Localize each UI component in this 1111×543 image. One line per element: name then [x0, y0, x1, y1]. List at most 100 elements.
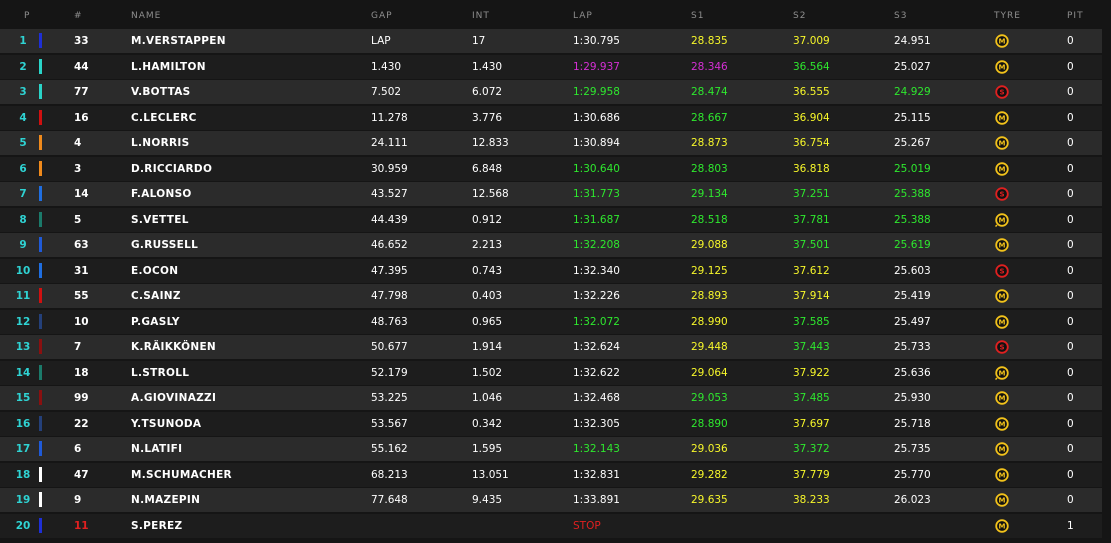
header-name: NAME: [131, 11, 162, 21]
driver-name-cell: L.NORRIS: [131, 137, 190, 149]
table-row[interactable]: 9 63 G.RUSSELL 46.652 2.213 1:32.208 29.088 37.…: [0, 233, 1102, 257]
medium-tyre-icon: M: [995, 416, 1009, 431]
table-row[interactable]: 7 14 F.ALONSO 43.527 12.568 1:31.773 29.134 37.…: [0, 182, 1102, 206]
table-row[interactable]: 20 11 S.PEREZ STOP M 1: [0, 513, 1102, 538]
sector2-cell: 37.779: [793, 468, 830, 481]
sector3-cell: 25.388: [894, 188, 931, 200]
gap-cell: 50.677: [371, 341, 408, 353]
table-row[interactable]: 18 47 M.SCHUMACHER 68.213 13.051 1:32.831 29.2…: [0, 462, 1102, 487]
sector3-cell: 25.267: [894, 137, 931, 149]
car-number-cell: 9: [74, 494, 82, 506]
medium-tyre-icon: M: [995, 289, 1009, 303]
medium-tyre-icon: M: [995, 493, 1009, 507]
sector3-cell: 25.388: [894, 213, 931, 226]
pit-stops-cell: 0: [1067, 162, 1074, 175]
sector1-cell: 29.088: [691, 239, 728, 251]
tyre-compound-label: M: [999, 497, 1006, 505]
table-row[interactable]: 19 9 N.MAZEPIN 77.648 9.435 1:33.891 29.635 38.…: [0, 488, 1102, 512]
pit-stops-cell: 0: [1067, 468, 1074, 481]
table-row[interactable]: 6 3 D.RICCIARDO 30.959 6.848 1:30.640 28.803 36…: [0, 156, 1102, 181]
interval-cell: 6.072: [472, 86, 503, 98]
sector3-cell: 24.929: [894, 86, 931, 98]
last-lap-cell: 1:32.208: [573, 239, 620, 251]
position-cell: 17: [15, 443, 31, 455]
medium-tyre-icon: M: [995, 518, 1009, 533]
table-row[interactable]: 17 6 N.LATIFI 55.162 1.595 1:32.143 29.036 37.3…: [0, 437, 1102, 461]
header-sector3: S3: [894, 11, 908, 21]
interval-cell: 2.213: [472, 239, 503, 251]
tyre-compound-label: S: [999, 191, 1004, 199]
sector3-cell: 25.735: [894, 443, 931, 455]
gap-cell: 48.763: [371, 315, 408, 328]
table-row[interactable]: 4 16 C.LECLERC 11.278 3.776 1:30.686 28.667 36.…: [0, 105, 1102, 130]
tyre-compound-label: M: [999, 293, 1006, 301]
sector1-cell: 28.667: [691, 111, 728, 124]
car-number-cell: 7: [74, 341, 82, 353]
table-row[interactable]: 13 7 K.RÄIKKÖNEN 50.677 1.914 1:32.624 29.448 3…: [0, 335, 1102, 359]
tyre-compound-label: M: [999, 63, 1006, 71]
driver-name-cell: P.GASLY: [131, 315, 180, 328]
interval-cell: 1.430: [472, 60, 503, 73]
sector3-cell: 25.115: [894, 111, 931, 124]
sector3-cell: 25.636: [894, 366, 931, 379]
table-row[interactable]: 11 55 C.SAINZ 47.798 0.403 1:32.226 28.893 37.9…: [0, 284, 1102, 308]
table-row[interactable]: 10 31 E.OCON 47.395 0.743 1:32.340 29.125 37.61…: [0, 258, 1102, 283]
position-cell: 12: [15, 315, 31, 328]
interval-cell: 1.595: [472, 443, 503, 455]
table-row[interactable]: 14 18 L.STROLL 52.179 1.502 1:32.622 29.064 37.…: [0, 360, 1102, 385]
soft-tyre-icon: S: [995, 187, 1009, 201]
interval-cell: 1.502: [472, 366, 503, 379]
table-row[interactable]: 16 22 Y.TSUNODA 53.567 0.342 1:32.305 28.890 37…: [0, 411, 1102, 436]
tyre-compound-label: M: [999, 140, 1006, 148]
pit-stops-cell: 0: [1067, 290, 1074, 302]
sector1-cell: 28.474: [691, 86, 728, 98]
sector1-cell: 29.635: [691, 494, 728, 506]
table-row[interactable]: 8 5 S.VETTEL 44.439 0.912 1:31.687 28.518 37.78…: [0, 207, 1102, 232]
interval-cell: 9.435: [472, 494, 503, 506]
header-pit: PIT: [1067, 11, 1084, 21]
position-cell: 1: [19, 35, 27, 47]
car-number-cell: 77: [74, 86, 89, 98]
interval-cell: 0.965: [472, 315, 503, 328]
position-cell: 14: [15, 366, 31, 379]
table-row[interactable]: 1 33 M.VERSTAPPEN LAP 17 1:30.795 28.835 37.009…: [0, 29, 1102, 53]
gap-cell: 47.395: [371, 264, 408, 277]
sector2-cell: 36.904: [793, 111, 830, 124]
tyre-compound-label: M: [999, 446, 1006, 454]
medium-tyre-icon: M: [995, 59, 1009, 74]
medium-tyre-icon: M: [995, 391, 1009, 405]
car-number-cell: 6: [74, 443, 82, 455]
sector3-cell: 25.770: [894, 468, 931, 481]
table-row[interactable]: 2 44 L.HAMILTON 1.430 1.430 1:29.937 28.346 36.…: [0, 54, 1102, 79]
table-row[interactable]: 15 99 A.GIOVINAZZI 53.225 1.046 1:32.468 29.05…: [0, 386, 1102, 410]
sector1-cell: 28.518: [691, 213, 728, 226]
sector2-cell: 37.501: [793, 239, 830, 251]
driver-name-cell: C.SAINZ: [131, 290, 181, 302]
header-number: #: [74, 11, 83, 21]
sector1-cell: 29.134: [691, 188, 728, 200]
car-number-cell: 18: [74, 366, 89, 379]
tyre-compound-label: M: [999, 395, 1006, 403]
soft-tyre-icon: S: [995, 263, 1009, 278]
position-cell: 5: [19, 137, 27, 149]
driver-name-cell: F.ALONSO: [131, 188, 192, 200]
header-interval: INT: [472, 11, 490, 21]
car-number-cell: 99: [74, 392, 89, 404]
tyre-compound-label: S: [999, 89, 1004, 97]
medium-tyre-icon: M: [995, 442, 1009, 456]
interval-cell: 1.914: [472, 341, 503, 353]
sector1-cell: 28.873: [691, 137, 728, 149]
interval-cell: 0.403: [472, 290, 503, 302]
table-row[interactable]: 12 10 P.GASLY 48.763 0.965 1:32.072 28.990 37.5…: [0, 309, 1102, 334]
table-row[interactable]: 5 4 L.NORRIS 24.111 12.833 1:30.894 28.873 36.7…: [0, 131, 1102, 155]
gap-cell: 46.652: [371, 239, 408, 251]
last-lap-cell: 1:33.891: [573, 494, 620, 506]
pit-stops-cell: 0: [1067, 443, 1074, 455]
car-number-cell: 14: [74, 188, 89, 200]
team-color-bar: [39, 390, 42, 405]
team-color-bar: [39, 517, 42, 533]
header-tyre: TYRE: [994, 11, 1021, 21]
gap-cell: 43.527: [371, 188, 408, 200]
gap-cell: 52.179: [371, 366, 408, 379]
table-row[interactable]: 3 77 V.BOTTAS 7.502 6.072 1:29.958 28.474 36.55…: [0, 80, 1102, 104]
